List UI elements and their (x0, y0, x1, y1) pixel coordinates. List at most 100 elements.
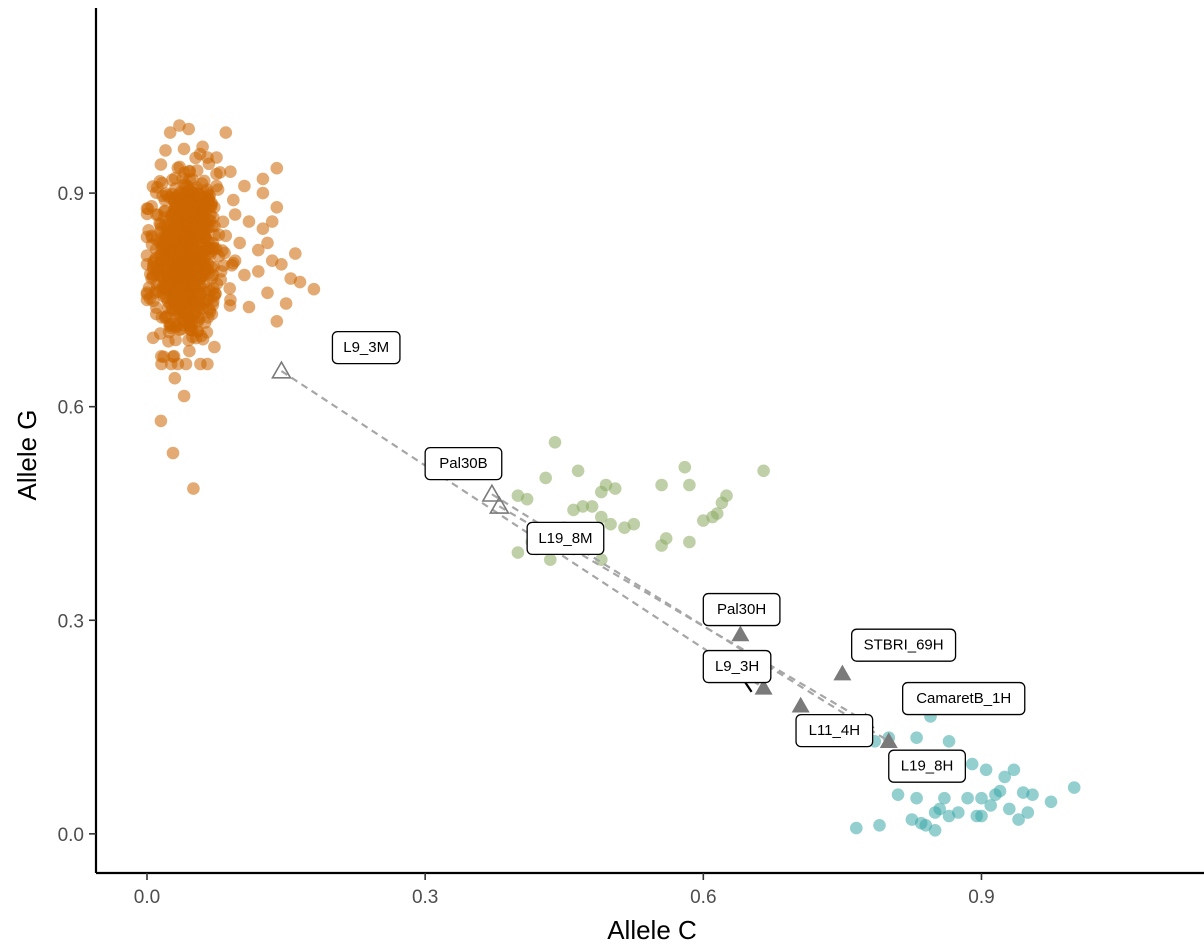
label-text: Pal30B (439, 455, 487, 472)
label-box (888, 749, 967, 783)
data-point (158, 205, 171, 219)
data-point (185, 324, 199, 337)
connector-line (498, 505, 867, 723)
sample-label: L9_3M (331, 330, 401, 365)
data-point (177, 306, 190, 320)
data-point (155, 350, 168, 363)
label-box (424, 446, 503, 481)
data-point (293, 275, 307, 289)
x-tick-label: 0.6 (690, 887, 716, 908)
data-point (159, 144, 172, 157)
orange-cluster-series (140, 119, 321, 495)
data-point (265, 254, 279, 267)
data-point (975, 809, 988, 823)
data-point (965, 757, 979, 771)
label-text: L9_3H (715, 658, 759, 675)
data-point (170, 279, 184, 293)
data-point (961, 791, 974, 805)
data-point (938, 791, 951, 805)
data-point (168, 171, 182, 185)
data-point (993, 784, 1007, 798)
data-point (142, 224, 155, 237)
data-point (251, 243, 265, 257)
data-point (585, 500, 599, 513)
data-point (213, 166, 227, 179)
data-point (975, 791, 988, 805)
sample-triangle (791, 696, 810, 713)
label-box (851, 628, 957, 662)
connector-line (280, 370, 765, 689)
data-point (149, 186, 163, 199)
sample-triangle (731, 625, 750, 642)
data-point (655, 539, 668, 552)
data-point (187, 482, 200, 495)
data-point (595, 553, 608, 566)
data-point (202, 157, 216, 171)
data-point (177, 389, 191, 403)
data-point (928, 824, 942, 837)
label-text: CamaretB_1H (916, 690, 1011, 707)
data-point (548, 436, 562, 449)
sample-markers (271, 360, 898, 749)
data-point (544, 553, 557, 566)
data-point (270, 161, 284, 175)
y-tick-label: 0.3 (58, 611, 84, 632)
data-point (183, 241, 197, 254)
data-point (265, 215, 279, 228)
data-point (182, 333, 195, 347)
data-point (208, 219, 221, 233)
y-tick-label: 0.9 (58, 184, 84, 205)
data-point (196, 302, 209, 315)
data-point (256, 186, 270, 200)
data-point (942, 735, 956, 748)
data-point (164, 317, 178, 331)
sample-label: L9_3H (702, 649, 772, 684)
data-point (979, 763, 993, 777)
data-point (1026, 788, 1039, 801)
y-tick-label: 0.0 (58, 825, 84, 846)
label-text: STBRI_69H (864, 637, 944, 654)
label-box (795, 713, 874, 748)
data-point (193, 286, 207, 300)
data-point (214, 273, 227, 286)
data-point (1021, 806, 1035, 819)
data-point (200, 240, 213, 253)
data-point (160, 189, 174, 202)
data-point (307, 282, 321, 296)
data-point (683, 478, 696, 492)
data-point (180, 257, 193, 271)
x-axis-title: Allele C (607, 915, 697, 945)
data-point (1067, 781, 1081, 794)
data-point (256, 172, 270, 186)
x-tick-label: 0.0 (134, 887, 160, 908)
data-point (1007, 763, 1021, 777)
data-point (219, 126, 233, 139)
y-tick-label: 0.6 (58, 398, 84, 419)
data-point (933, 802, 946, 816)
data-point (173, 119, 186, 132)
data-point (227, 193, 240, 207)
data-point (154, 158, 168, 171)
label-box (526, 521, 605, 556)
data-point (242, 215, 256, 228)
data-point (910, 731, 923, 744)
sample-label: STBRI_69H (851, 628, 957, 662)
data-point (655, 478, 668, 492)
data-point (757, 464, 770, 478)
data-point (850, 821, 863, 835)
data-point (261, 236, 274, 250)
data-point (984, 799, 997, 812)
data-point (604, 517, 617, 531)
label-box (331, 330, 401, 365)
data-point (279, 297, 293, 310)
data-point (910, 791, 923, 805)
data-point (177, 193, 191, 206)
y-axis-title: Allele G (12, 409, 42, 500)
sample-triangle-open (488, 495, 510, 514)
data-point (200, 263, 213, 277)
data-point (511, 546, 525, 559)
data-point (228, 208, 242, 221)
data-point (251, 265, 265, 278)
data-point (182, 165, 196, 178)
